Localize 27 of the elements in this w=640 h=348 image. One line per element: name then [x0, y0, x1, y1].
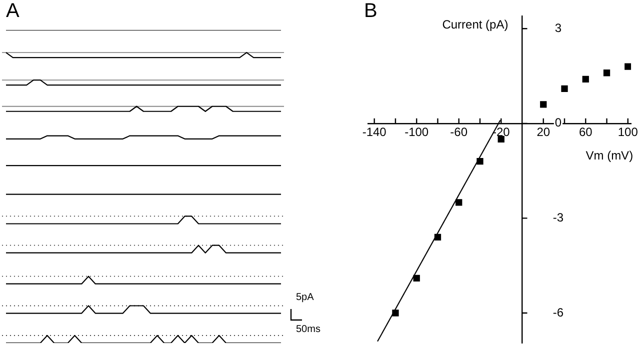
x-tick-label: -20 [492, 124, 510, 139]
point [582, 76, 589, 83]
point [392, 310, 399, 316]
text: 5pA [296, 292, 314, 303]
point [540, 101, 547, 108]
y-tick-label: -3 [552, 210, 564, 225]
point [561, 85, 568, 92]
y-axis-title: Current (pA) [442, 17, 508, 32]
chart-title: A [6, 0, 20, 23]
x-tick-label: 60 [578, 124, 593, 139]
x-tick-label: 100 [618, 124, 638, 139]
point [434, 234, 442, 240]
chart-title: B [364, 0, 378, 23]
x-tick-label: 20 [536, 124, 550, 139]
point [413, 274, 420, 282]
x-axis-title: Vm (mV) [586, 148, 634, 163]
point [456, 199, 462, 206]
x-tick-label: -60 [450, 124, 468, 139]
point [476, 158, 484, 165]
y-tick-label: -6 [552, 305, 564, 320]
point [603, 70, 610, 76]
x-tick-label: -140 [362, 124, 387, 139]
y-tick-label: 3 [554, 20, 562, 35]
text: 50ms [296, 324, 320, 335]
y-tick-label: 0 [554, 116, 562, 130]
point [624, 63, 632, 70]
x-tick-label: -100 [404, 124, 429, 139]
